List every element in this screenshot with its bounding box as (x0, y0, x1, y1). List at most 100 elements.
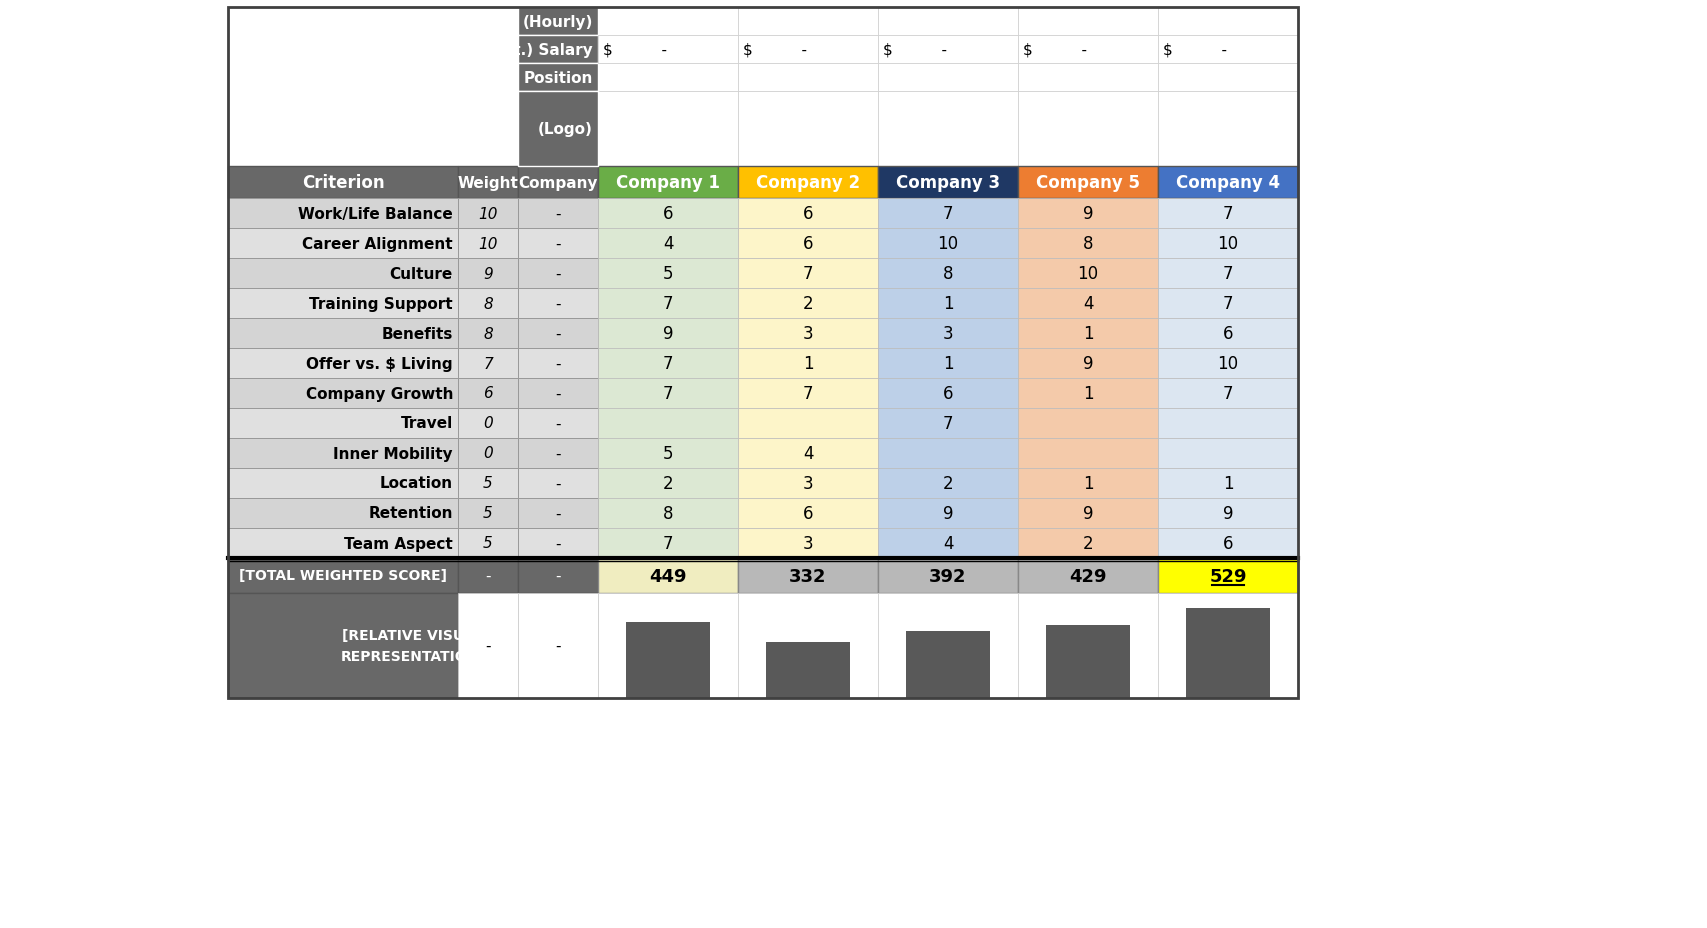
Text: Company 2: Company 2 (756, 174, 860, 192)
Bar (737, 199, 877, 229)
Bar (517, 469, 597, 498)
Bar (877, 498, 1017, 528)
Text: Company 5: Company 5 (1036, 174, 1140, 192)
Bar (517, 408, 597, 439)
Text: Training Support: Training Support (309, 296, 452, 311)
Text: $          -: $ - (603, 43, 667, 58)
Text: 6: 6 (942, 384, 953, 403)
Text: 5: 5 (662, 445, 673, 462)
Bar (229, 528, 457, 559)
Text: Location: Location (381, 476, 452, 491)
Bar (1017, 36, 1157, 64)
Bar (229, 559, 457, 593)
Bar (877, 469, 1017, 498)
Bar (877, 199, 1017, 229)
Bar (1157, 593, 1297, 698)
Bar (517, 349, 597, 379)
Text: (Logo): (Logo) (538, 122, 592, 136)
Bar (1157, 199, 1297, 229)
Bar (1017, 379, 1157, 408)
Bar (597, 408, 737, 439)
Text: -: - (555, 356, 562, 371)
Text: 5: 5 (483, 476, 493, 491)
Bar (229, 439, 457, 469)
Bar (457, 199, 517, 229)
Bar (517, 593, 597, 698)
Bar (457, 259, 517, 289)
Text: Culture: Culture (389, 266, 452, 281)
Bar (877, 318, 1017, 349)
Bar (597, 593, 737, 698)
Bar (597, 318, 737, 349)
Text: 0: 0 (483, 446, 493, 461)
Bar (229, 259, 457, 289)
Bar (517, 559, 597, 593)
Bar (737, 259, 877, 289)
Bar (737, 64, 877, 92)
Text: Benefits: Benefits (382, 326, 452, 342)
Bar (877, 229, 1017, 259)
Text: -: - (555, 206, 562, 221)
Bar (1017, 318, 1157, 349)
Text: 8: 8 (1082, 235, 1092, 252)
Bar (1017, 469, 1157, 498)
Bar (737, 229, 877, 259)
Text: 7: 7 (662, 384, 673, 403)
Text: 2: 2 (662, 474, 673, 493)
Bar (1157, 379, 1297, 408)
Bar (597, 92, 737, 167)
Text: Company: Company (519, 175, 597, 190)
Bar (597, 528, 737, 559)
Text: 392: 392 (929, 567, 966, 585)
Bar (1157, 318, 1297, 349)
Bar (597, 199, 737, 229)
Bar (1046, 625, 1130, 698)
Bar (597, 469, 737, 498)
Bar (1157, 167, 1297, 199)
Bar (229, 199, 457, 229)
Bar (877, 36, 1017, 64)
Text: 7: 7 (662, 535, 673, 552)
Text: Offer vs. $ Living: Offer vs. $ Living (306, 356, 452, 371)
Bar (877, 528, 1017, 559)
Bar (229, 469, 457, 498)
Bar (737, 379, 877, 408)
Bar (517, 318, 597, 349)
Text: -: - (555, 266, 562, 281)
Text: 0: 0 (483, 416, 493, 431)
Bar (597, 64, 737, 92)
Bar (597, 229, 737, 259)
Text: 4: 4 (942, 535, 953, 552)
Text: Travel: Travel (401, 416, 452, 431)
Text: 7: 7 (662, 295, 673, 313)
Bar (457, 408, 517, 439)
Text: 7: 7 (1222, 295, 1232, 313)
Bar (1017, 64, 1157, 92)
Bar (457, 229, 517, 259)
Text: -: - (555, 386, 562, 401)
Bar (737, 593, 877, 698)
Text: 5: 5 (483, 506, 493, 521)
Bar (457, 289, 517, 318)
Bar (1017, 259, 1157, 289)
Bar (1017, 92, 1157, 167)
Text: 8: 8 (483, 326, 493, 342)
Bar (737, 36, 877, 64)
Bar (1186, 609, 1270, 698)
Text: 9: 9 (1082, 205, 1092, 223)
Bar (517, 8, 597, 36)
Text: Criterion: Criterion (302, 174, 384, 192)
Bar (457, 559, 517, 593)
Text: 429: 429 (1069, 567, 1106, 585)
Text: -: - (555, 416, 562, 431)
Bar (1157, 498, 1297, 528)
Text: [TOTAL WEIGHTED SCORE]: [TOTAL WEIGHTED SCORE] (239, 569, 447, 583)
Text: 9: 9 (1222, 505, 1232, 522)
Text: -: - (555, 326, 562, 342)
Text: 7: 7 (802, 264, 813, 283)
Bar (229, 379, 457, 408)
Text: 8: 8 (483, 296, 493, 311)
Bar (766, 642, 850, 698)
Bar (877, 593, 1017, 698)
Bar (229, 408, 457, 439)
